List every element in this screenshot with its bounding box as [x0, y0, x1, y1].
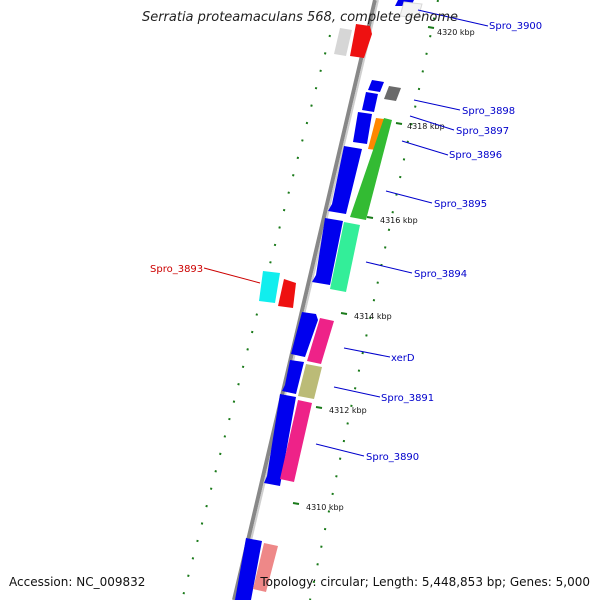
accession-label: Accession: NC_009832	[9, 575, 146, 589]
gene-red	[278, 279, 296, 308]
gene-blue	[291, 312, 318, 357]
gene-blue	[368, 80, 384, 92]
gene-labels: Spro_3900 Spro_3898 Spro_3897 Spro_3896 …	[150, 21, 542, 463]
gene-white	[399, 1, 423, 19]
gene-label[interactable]: Spro_3895	[434, 199, 487, 210]
map-title: Serratia proteamaculans 568, complete ge…	[141, 10, 459, 25]
gene-blue	[264, 394, 296, 486]
genome-summary: Topology: circular; Length: 5,448,853 bp…	[260, 575, 590, 589]
gene-label[interactable]: Spro_3900	[489, 21, 542, 32]
gene-label[interactable]: xerD	[391, 353, 415, 364]
tick-label: 4316 kbp	[380, 216, 418, 225]
gene-pink	[253, 543, 278, 592]
tick-label: 4318 kbp	[407, 122, 445, 131]
gene-green	[350, 118, 392, 220]
gene-spring-green	[330, 222, 360, 292]
gene-orange	[368, 118, 384, 150]
gene-label[interactable]: Spro_3890	[366, 452, 419, 463]
gene-label[interactable]: Spro_3898	[462, 106, 515, 117]
gene-label[interactable]: Spro_3897	[456, 126, 509, 137]
scale-ticks	[292, 26, 435, 505]
gene-label[interactable]: Spro_3893	[150, 264, 203, 275]
colored-genes	[253, 1, 423, 592]
gene-blue	[235, 538, 262, 600]
gene-blue	[282, 360, 304, 394]
inner-dotted-ring	[181, 34, 331, 600]
genome-backbone	[232, 0, 377, 600]
gene-label[interactable]: Spro_3894	[414, 269, 467, 280]
gene-magenta	[307, 318, 334, 364]
tick-label: 4310 kbp	[306, 503, 344, 512]
gene-blue	[312, 218, 343, 285]
gene-blue	[353, 112, 372, 144]
gene-olive	[298, 364, 322, 399]
tick-label: 4312 kbp	[329, 406, 367, 415]
gene-magenta	[280, 400, 312, 482]
tick-label: 4320 kbp	[437, 28, 475, 37]
genome-backbone-shadow	[236, 0, 379, 600]
tick-label: 4314 kbp	[354, 312, 392, 321]
gene-blue	[328, 146, 362, 214]
gene-gray	[334, 28, 352, 56]
gene-blue	[362, 92, 378, 112]
label-leaders	[203, 9, 489, 457]
gene-cyan	[259, 271, 280, 303]
gene-label[interactable]: Spro_3896	[449, 150, 502, 161]
outer-dotted-ring	[309, 0, 439, 600]
tick-labels: 4320 kbp 4318 kbp 4316 kbp 4314 kbp 4312…	[306, 28, 475, 512]
gene-label[interactable]: Spro_3891	[381, 393, 434, 404]
gene-red	[350, 24, 372, 58]
gene-dark-gray	[384, 86, 401, 101]
